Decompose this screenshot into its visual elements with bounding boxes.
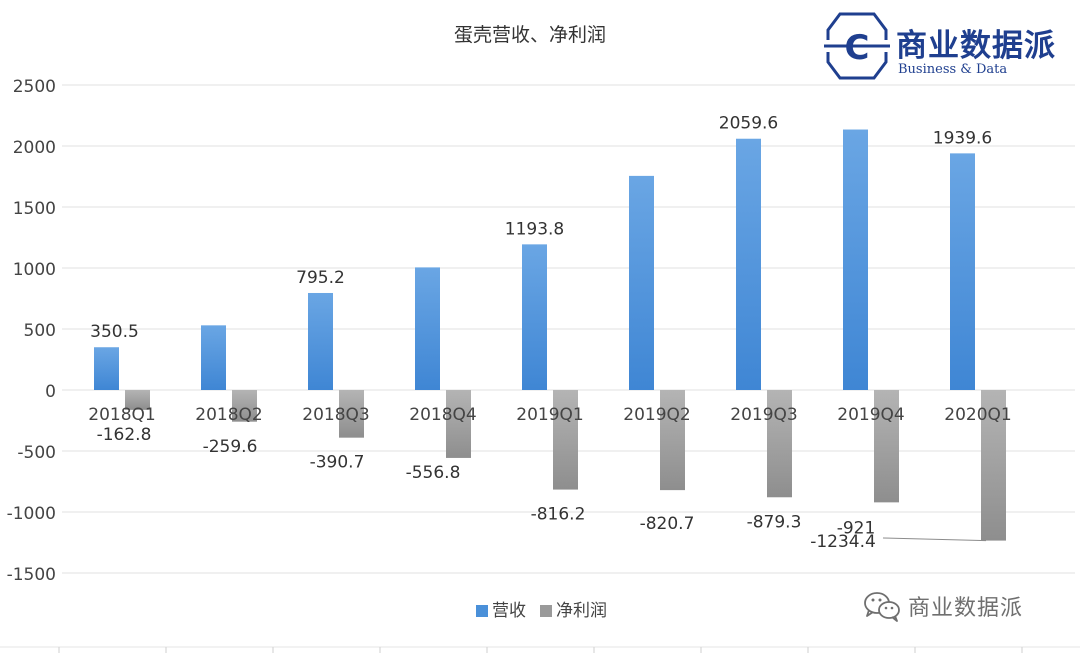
data-label-net-profit: -1234.4: [810, 532, 876, 552]
data-label-revenue: 1939.6: [933, 128, 992, 148]
watermark-text: 商业数据派: [908, 596, 1024, 621]
brand-name-cn: 商业数据派: [896, 28, 1056, 64]
data-label-net-profit: -879.3: [747, 512, 802, 532]
legend-swatch-net-profit: [540, 605, 552, 617]
data-label-net-profit: -820.7: [640, 514, 695, 534]
bar-net-profit-2019Q4: [874, 390, 899, 503]
y-tick-label: -1000: [7, 504, 56, 524]
x-tick-label: 2018Q3: [302, 405, 369, 425]
x-tick-label: 2019Q4: [837, 405, 904, 425]
data-label-net-profit: -390.7: [310, 453, 365, 473]
y-tick-label: -500: [17, 443, 56, 463]
bottom-frame-ticks: [0, 646, 1080, 653]
x-tick-label: 2018Q1: [88, 405, 155, 425]
data-label-revenue: 1193.8: [505, 219, 564, 239]
bar-net-profit-2019Q3: [767, 390, 792, 498]
y-tick-label: 1000: [13, 260, 56, 280]
x-tick-label: 2019Q3: [730, 405, 797, 425]
chart-title: 蛋壳营收、净利润: [454, 24, 606, 46]
y-tick-label: 500: [24, 321, 56, 341]
bar-net-profit-2018Q4: [446, 390, 471, 458]
c-letter-logo-icon: C: [824, 12, 890, 80]
y-tick-label: 2500: [13, 77, 56, 97]
bar-revenue-2019Q2: [629, 175, 654, 390]
bar-revenue-2019Q1: [522, 244, 547, 390]
data-labels: 350.5 -162.8 -259.6 795.2 -390.7 -556.8 1193.8…: [90, 114, 992, 552]
x-tick-label: 2018Q2: [195, 405, 262, 425]
brand-logo: C 商业数据派 Business & Data: [822, 10, 1072, 82]
x-axis-labels: 2018Q1 2018Q2 2018Q3 2018Q4 2019Q1 2019Q2 2019…: [88, 405, 1011, 425]
bar-revenue-2019Q4: [843, 129, 868, 390]
wechat-icon: [864, 592, 900, 622]
leader-line: [882, 537, 987, 542]
data-label-revenue: 795.2: [296, 268, 345, 288]
bar-net-profit-2018Q2: [232, 390, 257, 422]
legend-label-revenue: 营收: [492, 601, 526, 621]
data-label-net-profit: -556.8: [406, 463, 461, 483]
legend-label-net-profit: 净利润: [556, 601, 607, 621]
data-label-net-profit: -816.2: [531, 505, 586, 525]
data-label-net-profit: -921: [837, 518, 876, 538]
brand-name-en: Business & Data: [898, 62, 1008, 77]
legend: 营收 净利润: [476, 601, 607, 621]
data-label-revenue: 2059.6: [719, 114, 778, 134]
bar-net-profit-2019Q2: [660, 390, 685, 491]
data-label-net-profit: -259.6: [203, 437, 258, 457]
x-tick-label: 2019Q1: [516, 405, 583, 425]
data-label-revenue: 350.5: [90, 322, 139, 342]
bar-net-profit-2020Q1: [981, 390, 1006, 541]
data-label-net-profit: -162.8: [97, 425, 152, 445]
bar-revenue-2018Q1: [94, 347, 119, 390]
bars: [94, 129, 1006, 541]
bar-revenue-2018Q4: [415, 267, 440, 390]
watermark: 商业数据派: [862, 588, 1023, 624]
legend-swatch-revenue: [476, 605, 488, 617]
bar-revenue-2018Q2: [201, 325, 226, 390]
bar-revenue-2018Q3: [308, 292, 333, 390]
y-tick-label: -1500: [7, 565, 56, 585]
y-tick-label: 0: [45, 382, 56, 402]
x-tick-label: 2020Q1: [944, 405, 1011, 425]
bar-revenue-2019Q3: [736, 138, 761, 390]
bar-revenue-2020Q1: [950, 153, 975, 390]
svg-text:C: C: [845, 28, 870, 68]
x-tick-label: 2019Q2: [623, 405, 690, 425]
bar-net-profit-2019Q1: [553, 390, 578, 490]
y-axis-ticks: 2500 2000 1500 1000 500 0 -500 -1000 -1500: [7, 77, 56, 585]
x-tick-label: 2018Q4: [409, 405, 476, 425]
bar-net-profit-2018Q3: [339, 390, 364, 438]
bar-net-profit-2018Q1: [125, 390, 150, 410]
y-tick-label: 2000: [13, 138, 56, 158]
y-tick-label: 1500: [13, 199, 56, 219]
